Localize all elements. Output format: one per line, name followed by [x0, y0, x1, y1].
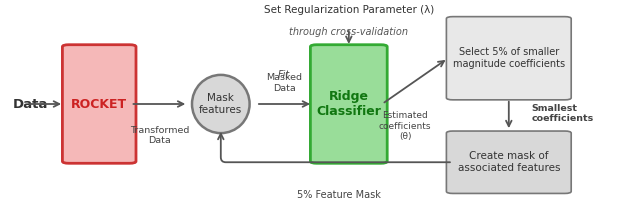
Text: ROCKET: ROCKET	[71, 98, 127, 110]
Text: Smallest
coefficients: Smallest coefficients	[531, 104, 593, 123]
Ellipse shape	[192, 75, 250, 133]
Text: Mask
features: Mask features	[199, 93, 243, 115]
Text: Estimated
coefficients
(θ): Estimated coefficients (θ)	[379, 111, 431, 141]
FancyBboxPatch shape	[447, 131, 571, 193]
Text: Fit: Fit	[278, 70, 291, 80]
Text: Set Regularization Parameter (λ): Set Regularization Parameter (λ)	[264, 5, 434, 15]
Text: Data: Data	[13, 98, 48, 110]
Text: Transformed
Data: Transformed Data	[130, 126, 189, 145]
Text: Select 5% of smaller
magnitude coefficients: Select 5% of smaller magnitude coefficie…	[452, 47, 565, 69]
Text: through cross-validation: through cross-validation	[289, 27, 408, 37]
FancyBboxPatch shape	[447, 17, 571, 100]
Text: 5% Feature Mask: 5% Feature Mask	[297, 190, 381, 200]
Text: Masked
Data: Masked Data	[266, 73, 302, 93]
FancyBboxPatch shape	[310, 45, 387, 163]
FancyBboxPatch shape	[63, 45, 136, 163]
Text: Create mask of
associated features: Create mask of associated features	[458, 151, 560, 173]
Text: Ridge
Classifier: Ridge Classifier	[316, 90, 381, 118]
